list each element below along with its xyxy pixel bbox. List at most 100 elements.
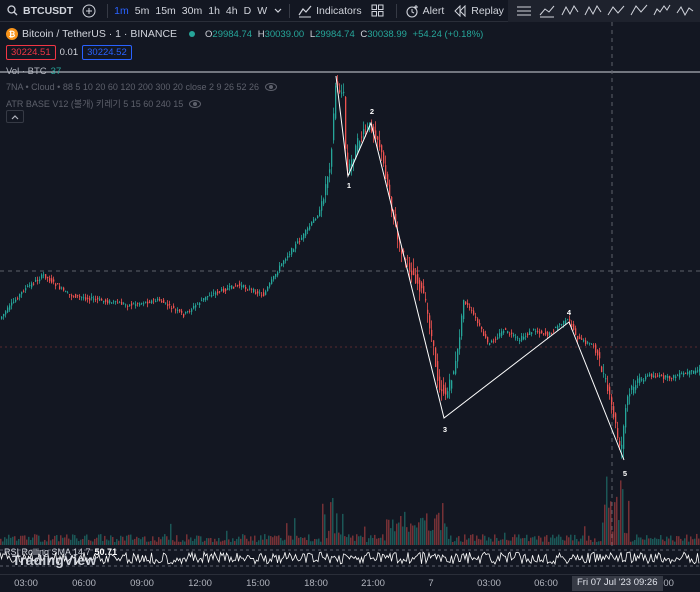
candle-body [551, 333, 553, 335]
candle-body [257, 291, 259, 294]
ma-cloud-legend[interactable]: 7NA • Cloud • 88 5 10 20 60 120 200 300 … [6, 82, 277, 92]
volume-bar [672, 540, 674, 545]
candle-body [537, 331, 539, 333]
candle-body [169, 304, 171, 305]
candle-body [581, 338, 583, 340]
toolbar-divider [289, 3, 291, 18]
xabcd-pattern-icon[interactable] [583, 3, 603, 19]
volume-bar [588, 535, 590, 545]
sell-button[interactable]: 30224.51 [6, 45, 56, 60]
fib-retracement-icon[interactable] [560, 3, 580, 19]
volume-bar [354, 540, 356, 545]
atr-base-legend[interactable]: ATR BASE V12 (볼개) 키레기 5 15 60 240 15 [6, 97, 202, 110]
wxy-wave-icon[interactable] [629, 3, 649, 19]
candle-body [301, 237, 303, 240]
timeframe-30m[interactable]: 30m [181, 4, 203, 17]
volume-bar [464, 534, 466, 545]
timeframe-d[interactable]: D [243, 4, 252, 17]
candle-body [419, 279, 421, 292]
volume-bar [32, 537, 34, 545]
layout-grid-icon [370, 3, 386, 19]
wave-label-5: 5 [623, 469, 627, 478]
candle-body [497, 337, 499, 339]
zigzag-pattern-icon[interactable] [675, 3, 695, 19]
layouts-button[interactable] [366, 0, 393, 22]
volume-bar [140, 539, 142, 545]
bitcoin-logo-icon: ₿ [6, 28, 18, 40]
volume-bar [30, 539, 32, 545]
volume-bar [264, 534, 266, 545]
replay-button[interactable]: Replay [448, 0, 508, 22]
volume-bar [144, 536, 146, 545]
volume-bar [520, 538, 522, 545]
volume-bar [316, 539, 318, 545]
timeframe-1m[interactable]: 1m [114, 4, 129, 17]
volume-bar [352, 535, 354, 545]
candle-body [587, 342, 589, 344]
volume-bar [444, 523, 446, 545]
volume-bar [260, 535, 262, 545]
candle-body [311, 221, 313, 226]
volume-bar [112, 537, 114, 545]
volume-bar [78, 541, 80, 545]
volume-bar [380, 537, 382, 545]
collapse-legend-button[interactable] [6, 110, 24, 123]
candle-body [247, 289, 249, 291]
volume-bar [114, 541, 116, 545]
volume-bar [302, 538, 304, 545]
symbol-search[interactable]: BTCUSDT [0, 0, 77, 22]
candle-body [631, 385, 633, 390]
candle-body [695, 370, 697, 374]
alert-button[interactable]: Alert [400, 0, 449, 22]
indicators-button[interactable]: Indicators [293, 0, 366, 22]
volume-bar [282, 540, 284, 545]
candle-body [281, 263, 283, 266]
candle-body [603, 373, 605, 375]
candle-body [53, 279, 55, 282]
hidden-eye-icon[interactable] [189, 99, 202, 108]
candle-body [229, 286, 231, 288]
market-open-indicator [189, 31, 196, 37]
candle-body [483, 331, 485, 336]
volume-bar [344, 536, 346, 545]
tradingview-logo[interactable]: TradingView [12, 552, 96, 568]
candle-body [5, 311, 7, 315]
volume-bar [396, 523, 398, 545]
parallel-channel-icon[interactable] [537, 3, 557, 19]
candle-body [191, 309, 193, 312]
price-chart[interactable]: 1 2 3 4 5 [0, 22, 700, 574]
candle-body [339, 90, 341, 93]
compare-symbol-button[interactable] [77, 0, 104, 22]
timeframe-5m[interactable]: 5m [134, 4, 150, 17]
volume-bar [470, 534, 472, 545]
volume-bar [680, 538, 682, 545]
timeframe-dropdown[interactable] [270, 0, 286, 22]
volume-bar [312, 541, 314, 545]
time-axis[interactable]: 12:0006:0003:00721:0018:0015:0012:0009:0… [0, 574, 700, 592]
volume-bar [244, 535, 246, 545]
candle-body [595, 344, 597, 353]
candle-body [397, 230, 399, 240]
candle-body [321, 201, 323, 211]
volume-bar [290, 535, 292, 545]
candle-body [115, 300, 117, 302]
volume-bar [338, 532, 340, 545]
candle-body [33, 283, 35, 285]
candle-body [171, 307, 173, 309]
hidden-eye-icon[interactable] [265, 83, 277, 91]
timeframe-15m[interactable]: 15m [155, 4, 176, 17]
abcd-pattern-icon[interactable] [606, 3, 626, 19]
timeframe-1h[interactable]: 1h [208, 4, 220, 17]
volume-bar [62, 537, 64, 545]
alert-label: Alert [422, 4, 445, 17]
impulse-wave-icon[interactable] [652, 3, 672, 19]
volume-bar [134, 538, 136, 545]
timeframe-4h[interactable]: 4h [225, 4, 238, 17]
timeframe-w[interactable]: W [257, 4, 268, 17]
candle-body [513, 334, 515, 336]
candle-body [367, 126, 369, 129]
trend-line-icon[interactable] [514, 3, 534, 19]
low-value: 29984.74 [315, 28, 355, 40]
buy-button[interactable]: 30224.52 [82, 45, 132, 60]
candle-body [673, 375, 675, 378]
